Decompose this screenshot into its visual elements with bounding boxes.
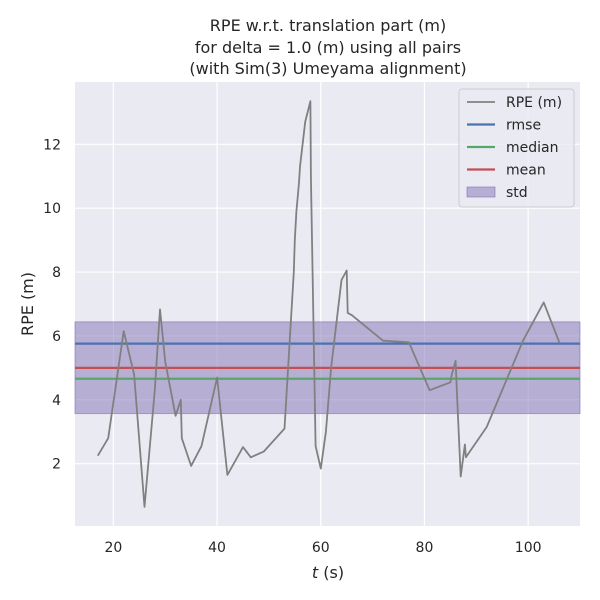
legend-label-mean: mean bbox=[506, 163, 546, 179]
legend: RPE (m) rmse median mean std bbox=[458, 88, 575, 208]
y-tick-labels: 2 4 6 8 10 12 bbox=[43, 137, 61, 472]
series-layer bbox=[97, 100, 561, 508]
legend-label-rmse: rmse bbox=[506, 118, 541, 134]
x-tick-label: 100 bbox=[515, 540, 542, 556]
y-axis-label: RPE (m) bbox=[18, 272, 37, 336]
chart-title-line-3: (with Sim(3) Umeyama alignment) bbox=[189, 59, 466, 78]
x-axis-label-var: t bbox=[312, 563, 319, 582]
legend-label-median: median bbox=[506, 140, 558, 156]
y-tick-label: 12 bbox=[43, 137, 61, 153]
chart-title-line-1: RPE w.r.t. translation part (m) bbox=[210, 16, 446, 35]
y-tick-label: 10 bbox=[43, 201, 61, 217]
stat-lines-layer bbox=[75, 342, 580, 380]
y-tick-label: 8 bbox=[52, 265, 61, 281]
x-tick-label: 60 bbox=[312, 540, 330, 556]
y-tick-label: 6 bbox=[52, 329, 61, 345]
legend-box bbox=[458, 88, 575, 208]
chart-title-line-2: for delta = 1.0 (m) using all pairs bbox=[195, 38, 461, 57]
x-axis-label-unit: (s) bbox=[318, 563, 344, 582]
x-tick-label: 40 bbox=[208, 540, 226, 556]
x-tick-label: 20 bbox=[104, 540, 122, 556]
rpe-series-line bbox=[97, 100, 561, 508]
x-tick-label: 80 bbox=[416, 540, 434, 556]
x-tick-labels: 20 40 60 80 100 bbox=[104, 540, 541, 556]
legend-label-RPE (m): RPE (m) bbox=[506, 95, 562, 111]
y-tick-label: 2 bbox=[52, 457, 61, 473]
legend-label-std: std bbox=[506, 185, 528, 201]
y-tick-label: 4 bbox=[52, 393, 61, 409]
x-axis-label: t (s) bbox=[312, 563, 344, 582]
legend-swatch-std bbox=[466, 186, 496, 198]
